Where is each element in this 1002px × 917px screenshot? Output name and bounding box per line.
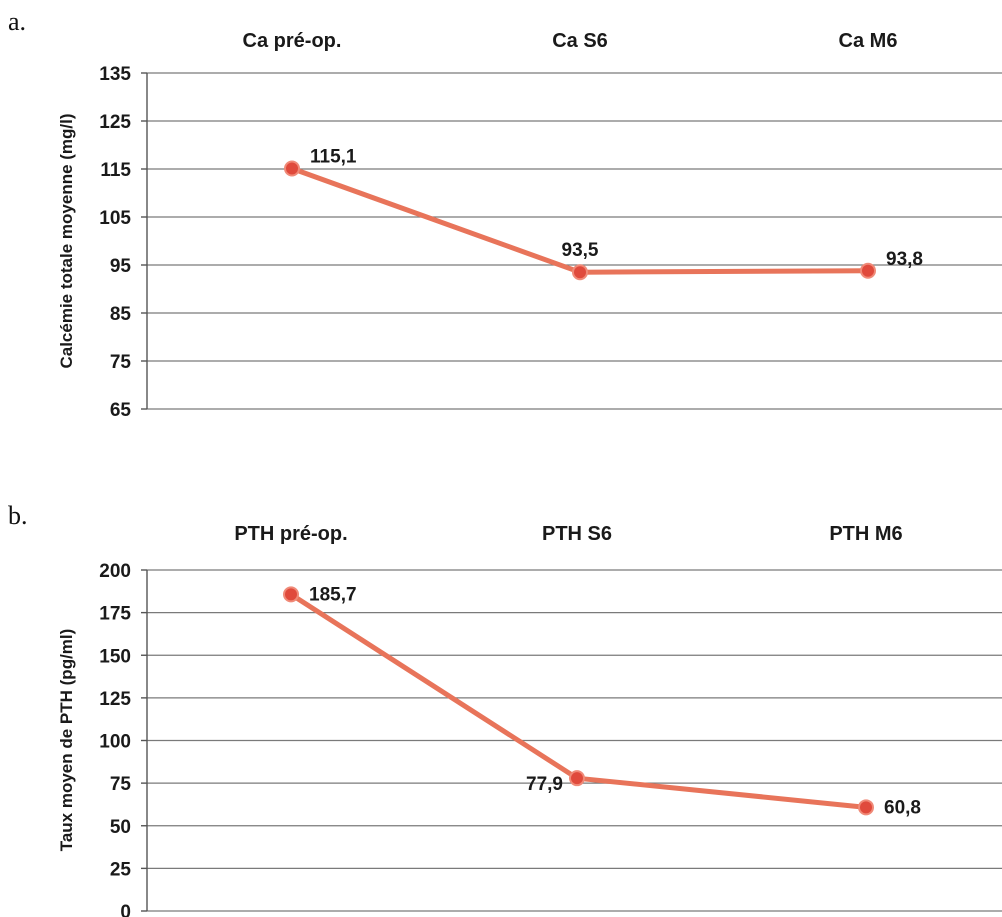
y-axis-title: Taux moyen de PTH (pg/ml) [57, 629, 76, 852]
data-point [283, 586, 299, 603]
y-tick-label: 85 [110, 304, 132, 325]
data-label: 60,8 [884, 797, 921, 818]
y-tick-label: 75 [110, 352, 132, 373]
y-tick-label: 25 [110, 859, 132, 880]
chart-calcemia: a. 135 125 115 105 95 85 75 65 Calcémie totale mo… [8, 7, 1002, 421]
data-point [284, 160, 300, 177]
data-point [858, 799, 874, 816]
y-tick-label: 95 [110, 256, 132, 277]
y-axis-title: Calcémie totale moyenne (mg/l) [57, 113, 76, 368]
y-tick-label: 50 [110, 817, 131, 838]
data-point [569, 770, 585, 787]
y-tick-label: 100 [99, 732, 131, 753]
y-tick-label: 150 [99, 646, 131, 667]
category-label: Ca S6 [552, 30, 608, 52]
category-label: PTH S6 [542, 523, 612, 545]
y-tick-label: 75 [110, 774, 132, 795]
y-tick-label: 115 [100, 160, 131, 181]
panel-letter: b. [8, 501, 28, 530]
chart-pth: b. 200 175 150 125 100 75 50 25 0 Taux moyen de PT… [8, 501, 1002, 917]
y-tick-label: 125 [99, 112, 131, 133]
y-tick-label: 200 [99, 561, 131, 582]
data-label: 115,1 [310, 147, 357, 168]
data-label: 93,5 [562, 240, 599, 261]
y-tick-label: 105 [99, 208, 131, 229]
data-label: 185,7 [309, 584, 357, 605]
category-label: Ca pré-op. [243, 30, 342, 52]
panel-letter: a. [8, 7, 26, 36]
y-tick-label: 135 [99, 64, 131, 85]
y-tick-label: 125 [99, 689, 131, 710]
y-tick-label: 65 [110, 400, 132, 421]
data-label: 93,8 [886, 249, 923, 270]
data-point [572, 264, 588, 281]
data-label: 77,9 [526, 774, 563, 795]
y-tick-label: 0 [120, 902, 131, 917]
category-label: Ca M6 [839, 30, 898, 52]
data-point [860, 262, 876, 279]
y-tick-label: 175 [99, 604, 131, 625]
category-label: PTH M6 [829, 523, 902, 545]
category-label: PTH pré-op. [234, 523, 347, 545]
